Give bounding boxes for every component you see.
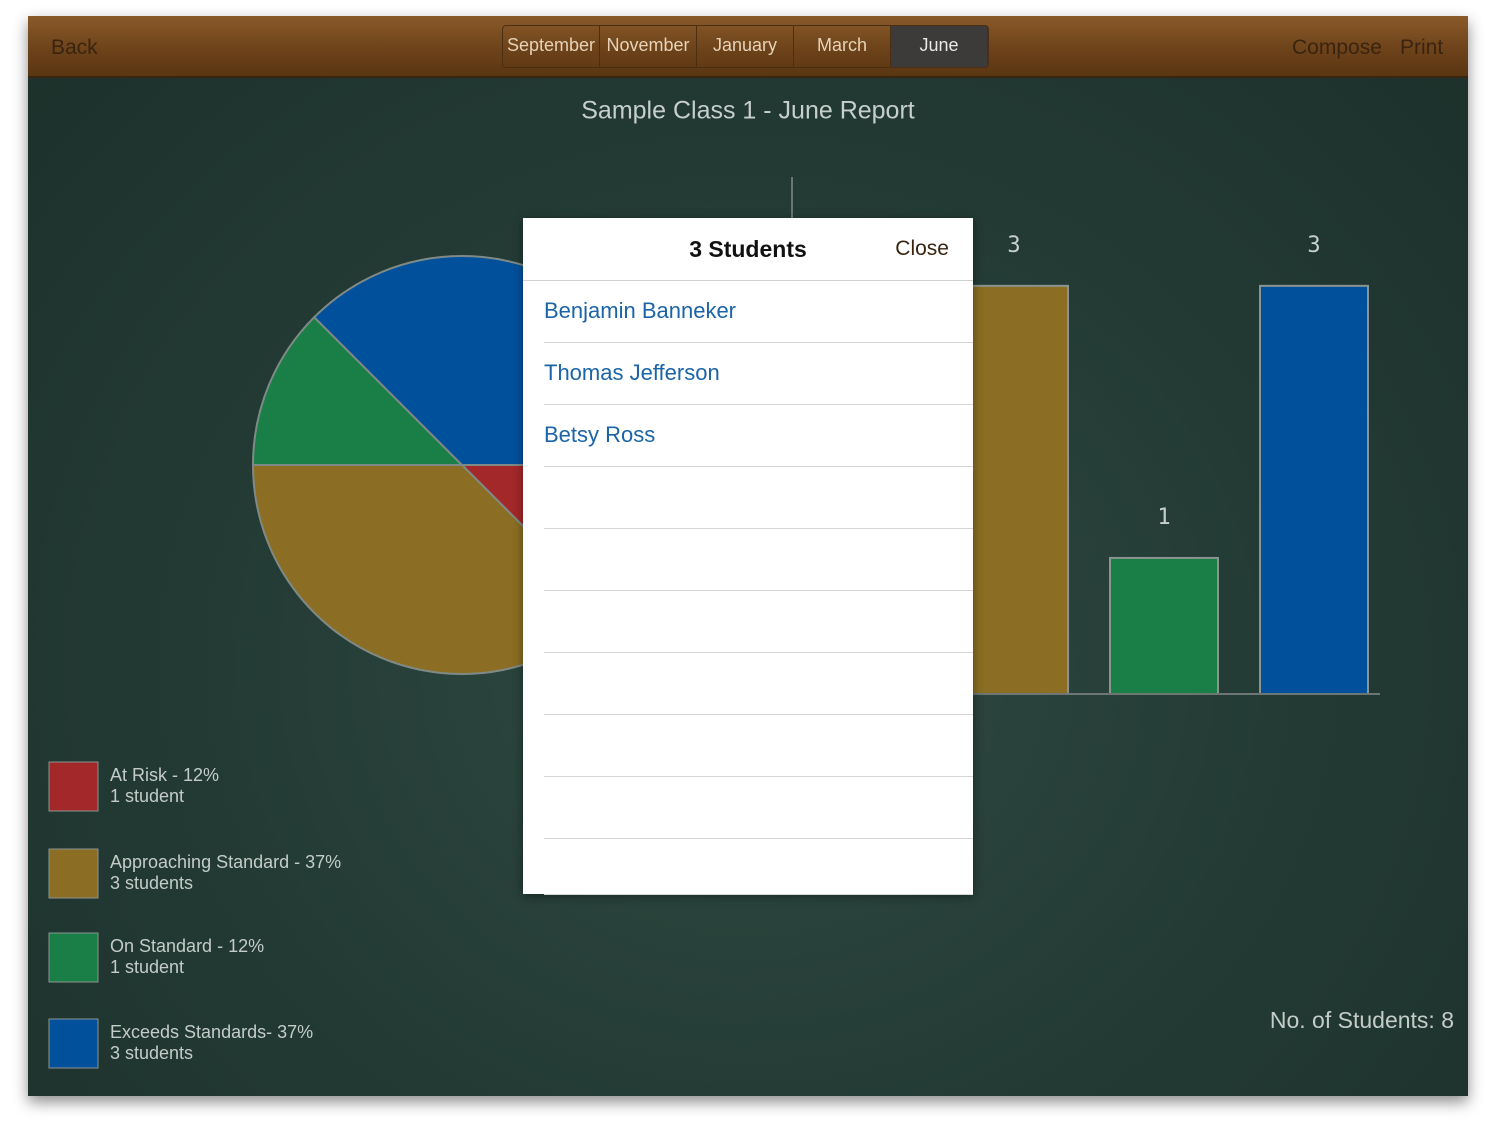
print-button[interactable]: Print [1400,36,1444,59]
month-segment[interactable]: March [794,26,891,67]
month-selector: September November January March June [502,25,989,68]
student-list: Benjamin Banneker Thomas Jefferson Betsy R… [523,281,973,895]
popup-title: 3 Students [689,236,807,262]
toolbar: Back September November January March June C… [28,16,1468,78]
student-row[interactable]: Thomas Jefferson [544,343,973,405]
close-button[interactable]: Close [895,237,949,260]
empty-row [544,715,973,777]
report-title: Sample Class 1 - June Report [581,97,915,125]
month-segment[interactable]: November [600,26,697,67]
compose-button[interactable]: Compose [1292,36,1382,59]
students-popup: 3 Students Close Benjamin Banneker Thomas… [523,218,973,895]
empty-row [544,839,973,895]
legend-swatch [48,848,99,899]
month-segment[interactable]: September [503,26,600,67]
empty-row [544,777,973,839]
empty-row [544,653,973,715]
bar-value-label: 3 [1307,233,1320,258]
legend-detail: 1 student [110,786,184,806]
empty-row [544,467,973,529]
popup-header: 3 Students Close [523,218,973,281]
student-count: No. of Students: 8 [1270,1007,1454,1033]
legend-label: Approaching Standard - 37% [110,852,341,872]
legend-swatch [48,761,99,812]
month-segment[interactable]: June [891,26,988,67]
bar [1259,284,1369,695]
legend-label: Exceeds Standards- 37% [110,1022,313,1042]
legend-swatch [48,932,99,983]
legend-swatch [48,1018,99,1069]
month-segment[interactable]: January [697,26,794,67]
legend-detail: 3 students [110,1043,193,1063]
legend-detail: 3 students [110,873,193,893]
legend-label: On Standard - 12% [110,936,264,956]
empty-row [544,529,973,591]
pie-slice [251,315,465,466]
screen: Sample Class 1 - June Report 1313At Risk… [28,16,1468,1096]
student-row[interactable]: Benjamin Banneker [544,281,973,343]
legend-label: At Risk - 12% [110,765,219,785]
student-row[interactable]: Betsy Ross [544,405,973,467]
legend-detail: 1 student [110,957,184,977]
bar [1109,556,1219,696]
back-button[interactable]: Back [51,36,98,59]
bar-value-label: 1 [1157,505,1170,530]
bar [959,284,1069,695]
bar-value-label: 3 [1007,233,1020,258]
empty-row [544,591,973,653]
